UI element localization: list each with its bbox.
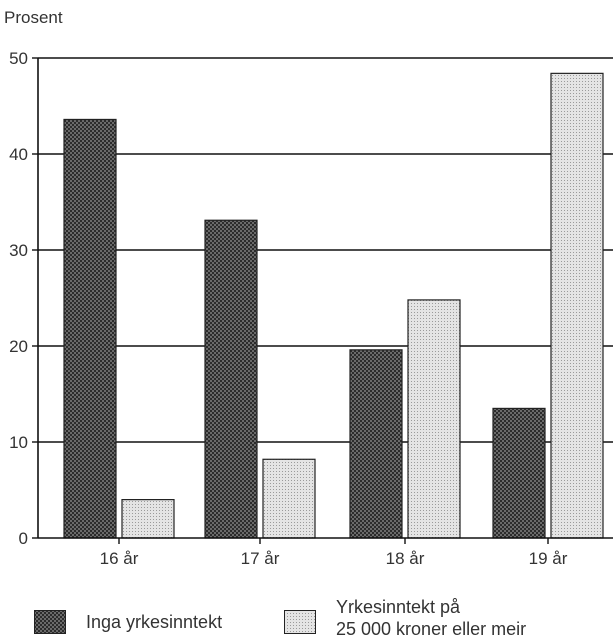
y-tick-label-40: 40 — [9, 145, 28, 164]
legend-label-line-1: Yrkesinntekt på — [336, 597, 461, 617]
y-tick-label-20: 20 — [9, 337, 28, 356]
y-tick-label-10: 10 — [9, 433, 28, 452]
bar-series1-2 — [204, 219, 258, 539]
legend-swatch-light — [284, 610, 316, 634]
y-tick-label-30: 30 — [9, 241, 28, 260]
legend-label-inga-yrkesinntekt: Inga yrkesinntekt — [86, 612, 223, 632]
legend-item-yrkesinntekt: Yrkesinntekt på 25 000 kroner eller meir — [284, 596, 526, 640]
legend: Inga yrkesinntekt Yrkesinntekt på 25 000… — [0, 596, 613, 643]
legend-label-yrkesinntekt: Yrkesinntekt på 25 000 kroner eller meir — [336, 596, 526, 640]
legend-label-line-2: 25 000 kroner eller meir — [336, 619, 527, 639]
x-tick-label-3: 18 år — [386, 549, 425, 568]
legend-swatch-dark — [34, 610, 66, 634]
bar-series1-4 — [492, 407, 546, 539]
bar-series2-4 — [550, 72, 604, 539]
bar-series1-3 — [349, 349, 403, 539]
bar-series2-3 — [407, 299, 461, 539]
bar-series2-2 — [262, 458, 316, 539]
x-tick-label-4: 19 år — [529, 549, 568, 568]
x-tick-label-2: 17 år — [241, 549, 280, 568]
y-tick-label-50: 50 — [9, 49, 28, 68]
x-tick-label-1: 16 år — [100, 549, 139, 568]
bar-series1-1 — [63, 118, 117, 539]
y-axis-label: Prosent — [4, 8, 63, 27]
legend-item-inga-yrkesinntekt: Inga yrkesinntekt — [34, 608, 222, 634]
bar-series2-1 — [121, 499, 175, 539]
y-tick-label-0: 0 — [19, 529, 28, 548]
bar-chart: 0 10 20 30 40 50 16 år 17 år 18 år 19 år — [9, 49, 613, 568]
